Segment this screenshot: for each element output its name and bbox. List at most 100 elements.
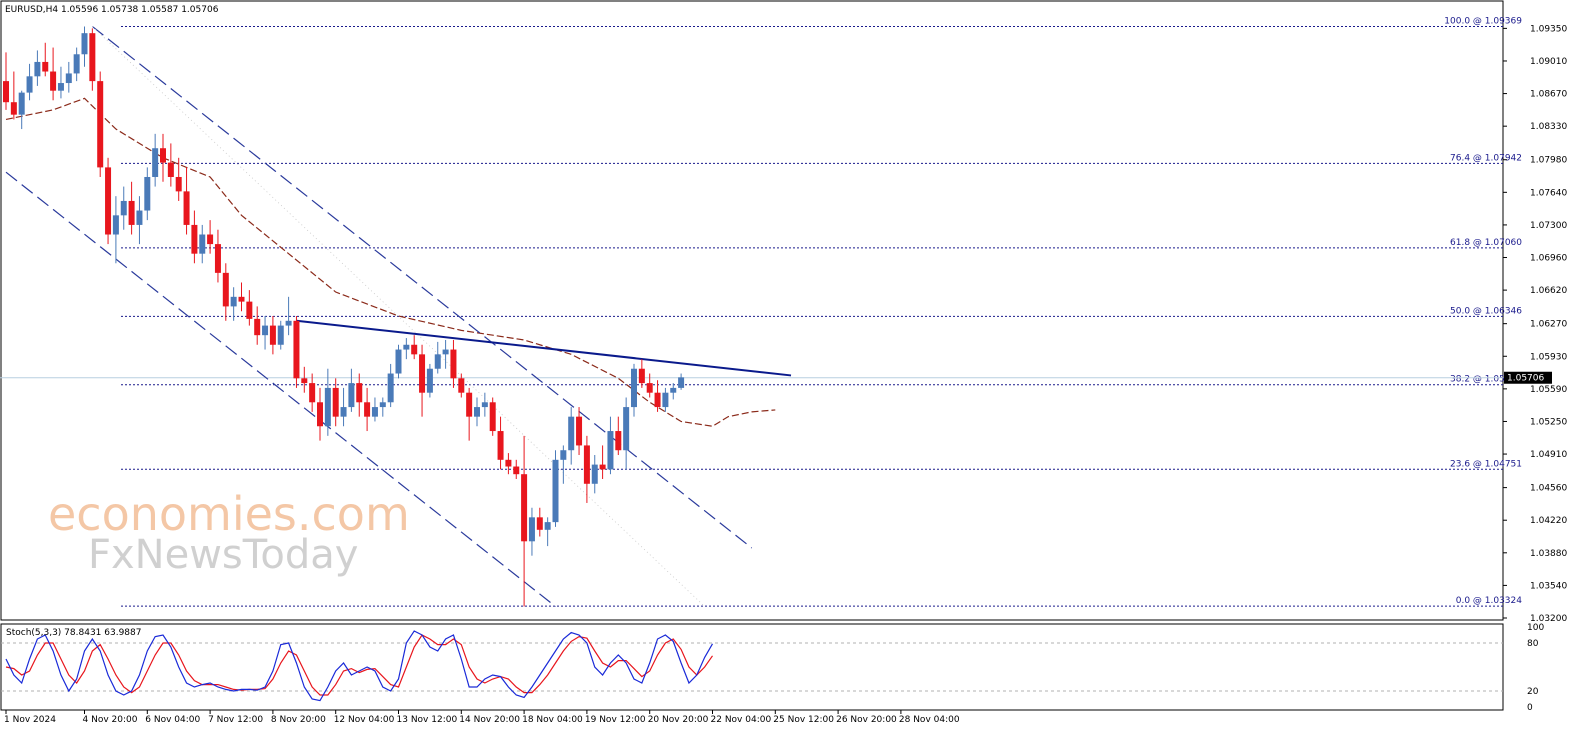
candle-body — [654, 392, 661, 408]
candle — [214, 229, 221, 283]
candle — [631, 363, 637, 417]
stochastic-oscillator: 100 80 20 0 — [1, 623, 1544, 713]
time-tick-label: 26 Nov 20:00 — [836, 715, 897, 725]
main-chart-frame — [0, 0, 1504, 621]
candles — [3, 26, 685, 607]
candle — [466, 387, 473, 441]
fib-label: 50.0 @ 1.06346 — [1450, 306, 1522, 316]
candle — [340, 387, 347, 427]
stoch-level-label: 0 — [1527, 703, 1533, 713]
candle — [199, 224, 206, 264]
candle-body — [3, 81, 9, 103]
price-tick-label: 1.09010 — [1530, 57, 1567, 67]
candle — [450, 339, 457, 388]
stochastic-label: Stoch(5,3,3) 78.8431 63.9887 — [6, 628, 141, 638]
candle — [309, 373, 316, 412]
candle — [583, 435, 590, 503]
candle-body — [230, 296, 237, 307]
candle-body — [646, 383, 653, 393]
candle-body — [426, 368, 433, 393]
candle-body — [160, 148, 166, 163]
candle — [615, 416, 622, 456]
moving-average — [5, 97, 776, 427]
candle-body — [191, 224, 198, 254]
price-tick-label: 1.04560 — [1530, 484, 1567, 494]
candle — [10, 71, 17, 120]
candle-body — [207, 234, 214, 245]
time-tick-label: 20 Nov 20:00 — [648, 715, 709, 725]
candle-body — [591, 464, 598, 484]
time-tick-label: 18 Nov 04:00 — [522, 715, 583, 725]
candle-body — [678, 377, 685, 388]
candle — [207, 220, 214, 254]
candle — [301, 366, 308, 393]
price-tick-label: 1.06620 — [1530, 286, 1567, 296]
candle — [285, 296, 292, 336]
time-axis: 1 Nov 2024 4 Nov 20:00 6 Nov 04:00 7 Nov 12… — [4, 710, 960, 725]
price-tick-label: 1.05930 — [1530, 352, 1567, 362]
time-tick-label: 4 Nov 20:00 — [83, 715, 138, 725]
candle — [324, 368, 331, 436]
candle — [65, 61, 72, 93]
stoch-level-label: 20 — [1527, 687, 1539, 697]
candle-body — [277, 325, 284, 345]
candle-body — [105, 167, 112, 235]
price-tick-label: 1.06960 — [1530, 254, 1567, 264]
candle-body — [42, 61, 49, 72]
candle-body — [246, 301, 253, 319]
candle — [481, 392, 488, 417]
current-price-tag: 1.05706 — [1504, 371, 1552, 384]
candle-body — [544, 522, 551, 530]
candle — [183, 167, 190, 235]
candle — [97, 71, 104, 177]
stoch-level-label: 80 — [1527, 639, 1539, 649]
candle-body — [599, 464, 606, 470]
candle-body — [419, 354, 426, 393]
time-tick-label: 7 Nov 12:00 — [208, 715, 263, 725]
candle-body — [474, 407, 480, 417]
watermark-economies: economies.com — [48, 487, 410, 541]
candle — [57, 66, 64, 99]
candle — [26, 63, 33, 101]
candle-body — [89, 33, 96, 82]
price-tick-label: 1.04220 — [1530, 516, 1567, 526]
candle-body — [387, 373, 394, 403]
candle-body — [623, 407, 630, 451]
time-tick-label: 12 Nov 04:00 — [334, 715, 395, 725]
candle-body — [458, 378, 465, 393]
candle — [34, 50, 41, 86]
price-tick-label: 1.03200 — [1530, 614, 1567, 624]
candle-body — [65, 73, 72, 84]
candle — [497, 416, 504, 470]
channel-upper-line — [91, 25, 753, 549]
candle-body — [607, 431, 614, 470]
candle — [262, 316, 269, 350]
candle-body — [183, 191, 190, 225]
candle-body — [442, 349, 449, 355]
time-tick-label: 19 Nov 12:00 — [585, 715, 646, 725]
candle — [277, 320, 284, 350]
candle — [332, 378, 339, 427]
candle-body — [112, 215, 119, 235]
candle — [576, 407, 583, 456]
ma-line — [5, 97, 776, 427]
fib-diagonal — [92, 26, 705, 607]
candle — [458, 373, 465, 398]
candle-body — [57, 83, 64, 91]
candle — [73, 47, 80, 82]
candle — [175, 157, 182, 201]
fib-label: 38.2 @ 1.05633 — [1450, 375, 1522, 385]
trendline — [296, 319, 792, 377]
candle-body — [481, 402, 488, 408]
candle — [544, 517, 551, 547]
candle-body — [411, 344, 418, 355]
candle-body — [528, 517, 535, 542]
stoch-main-line — [5, 630, 714, 702]
candle-body — [50, 71, 57, 91]
price-tick-label: 1.03540 — [1530, 581, 1567, 591]
candle-body — [403, 344, 410, 350]
price-tick-label: 1.07300 — [1530, 221, 1567, 231]
candle — [521, 435, 528, 607]
candle-body — [269, 325, 276, 345]
